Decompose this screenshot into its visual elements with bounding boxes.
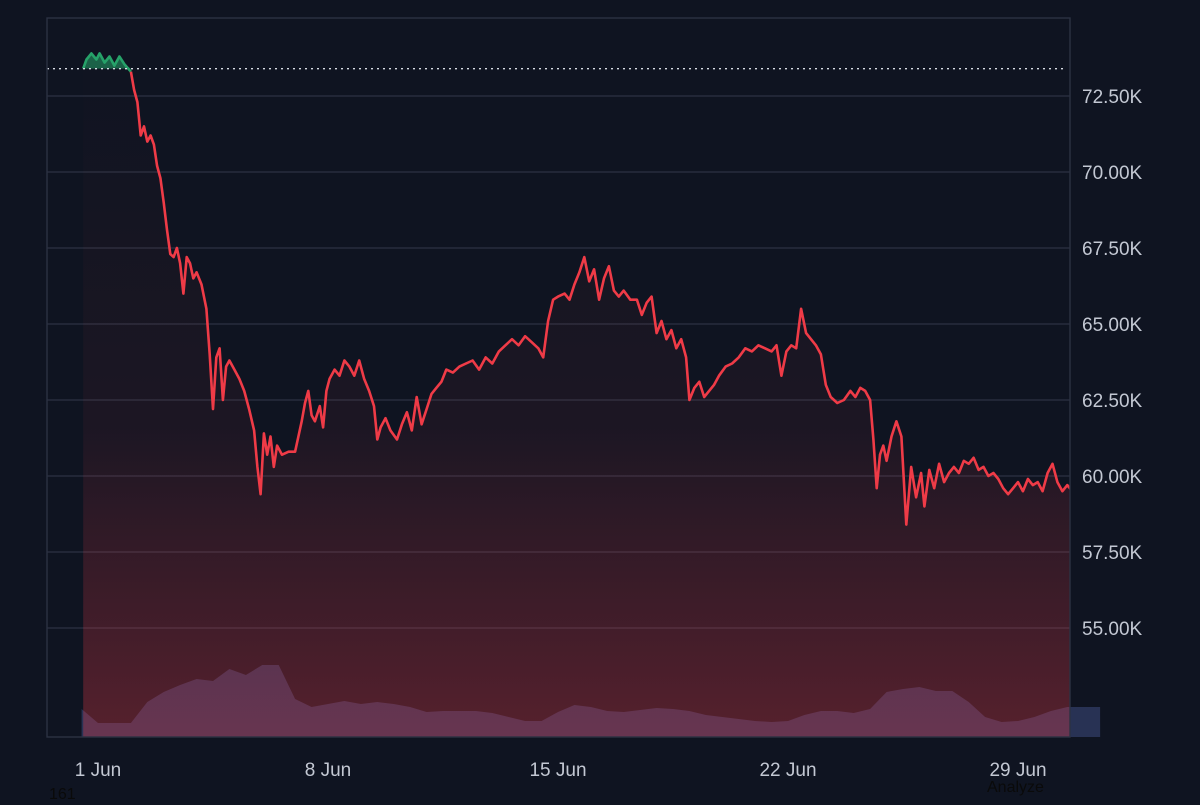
y-tick-label: 62.50K — [1082, 391, 1143, 412]
price-line-down — [129, 71, 1070, 526]
y-tick-label: 72.50K — [1082, 87, 1143, 108]
line-layer — [81, 52, 1070, 526]
y-tick-label: 65.00K — [1082, 315, 1143, 336]
x-axis: 1 Jun 8 Jun 15 Jun 22 Jun 29 Jun — [75, 760, 1047, 781]
frame-layer — [46, 17, 1071, 738]
x-tick-label: 22 Jun — [759, 760, 816, 781]
x-tick-label: 15 Jun — [529, 760, 586, 781]
footnote-left: 161 — [49, 786, 76, 803]
plot-frame — [46, 17, 1071, 738]
x-tick-label: 29 Jun — [989, 760, 1046, 781]
y-tick-label: 67.50K — [1082, 239, 1143, 260]
y-tick-label: 60.00K — [1082, 467, 1143, 488]
price-line-up — [81, 52, 132, 73]
y-tick-label: 57.50K — [1082, 543, 1143, 564]
y-tick-label: 55.00K — [1082, 619, 1143, 640]
x-tick-label: 1 Jun — [75, 760, 121, 781]
price-area-fill — [83, 53, 1070, 737]
y-axis: 72.50K 70.00K 67.50K 65.00K 62.50K 60.00K 57.5… — [1082, 87, 1143, 640]
footnote-right: Analyze — [987, 779, 1044, 796]
x-tick-label: 8 Jun — [305, 760, 351, 781]
y-tick-label: 70.00K — [1082, 163, 1143, 184]
area-layer — [83, 53, 1070, 737]
